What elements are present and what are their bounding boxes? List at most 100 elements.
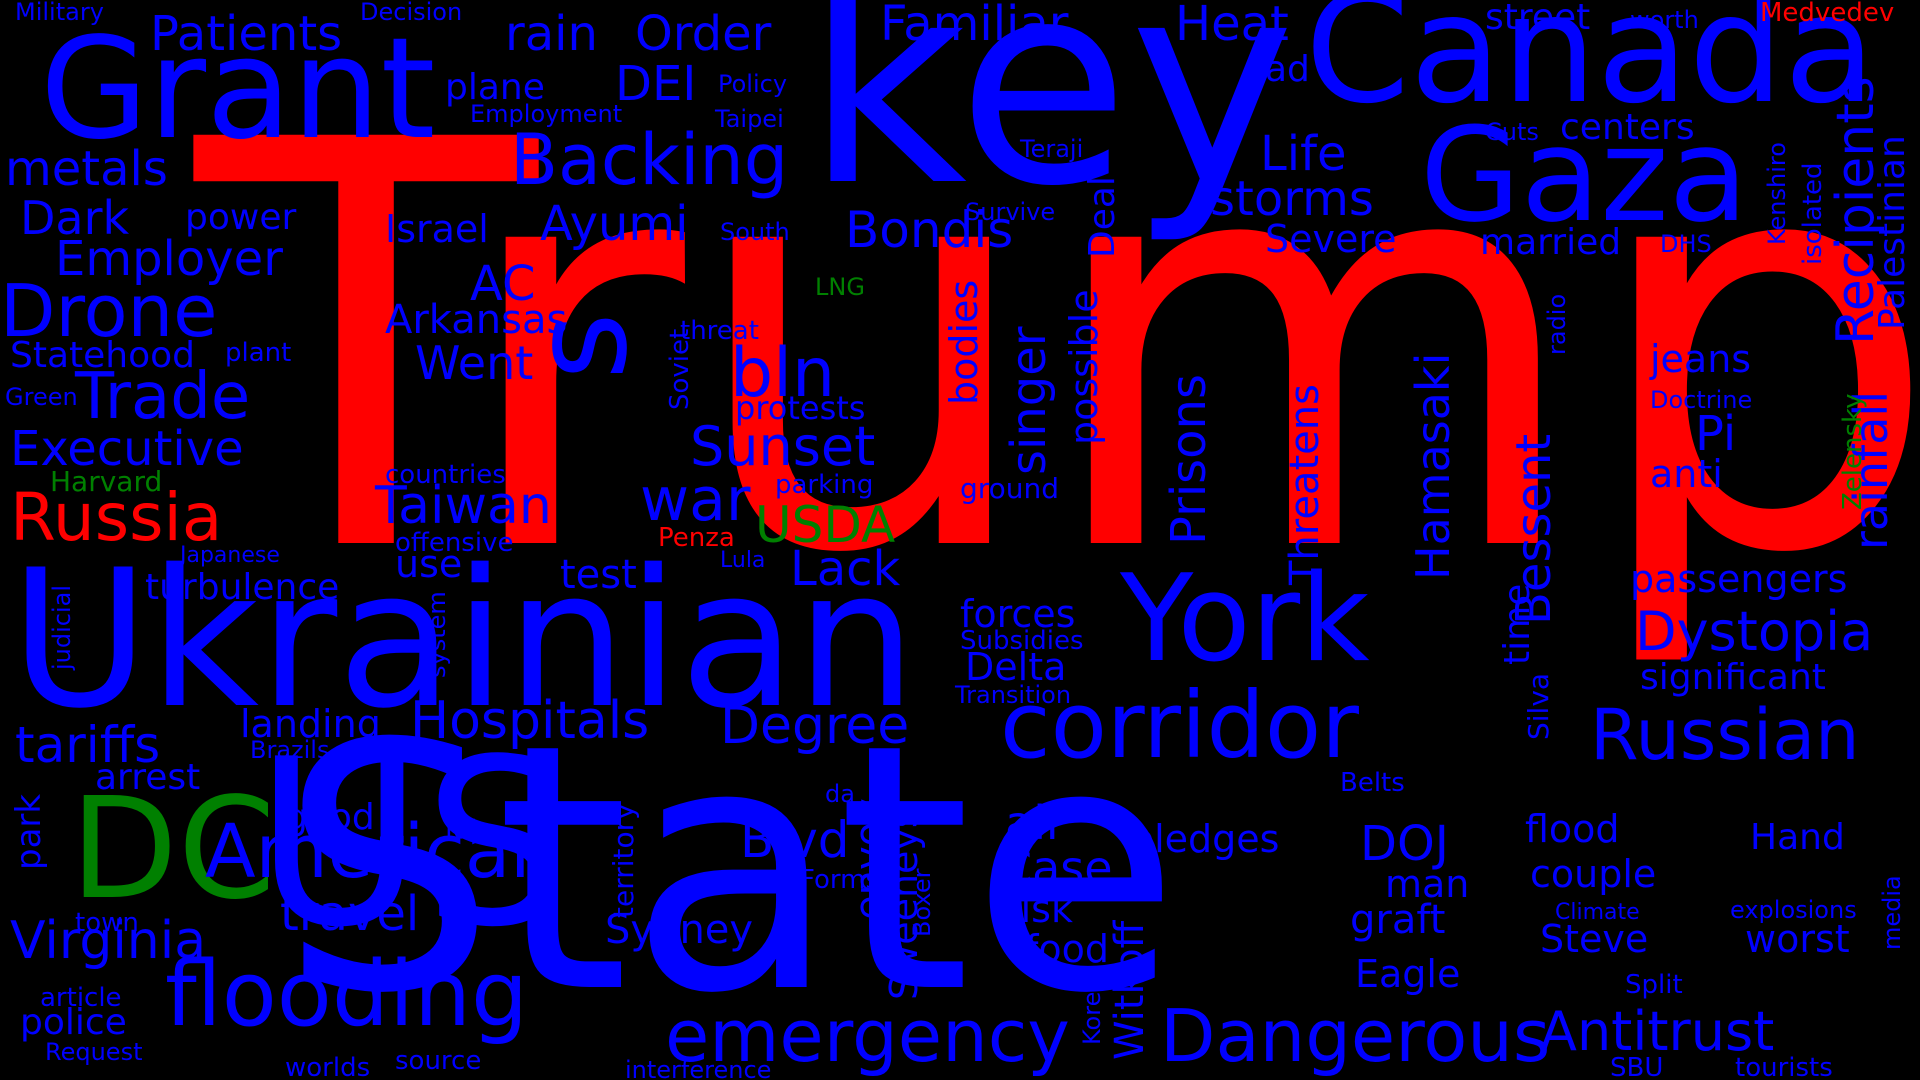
word-severe: Severe bbox=[1265, 217, 1397, 261]
word-arrest: arrest bbox=[95, 757, 201, 798]
word-kenshiro: Kenshiro bbox=[1763, 142, 1791, 245]
word-park: park bbox=[9, 793, 49, 870]
word-drone: Drone bbox=[0, 269, 218, 353]
word-ground: ground bbox=[960, 472, 1060, 505]
word-boxer: Boxer bbox=[908, 868, 936, 937]
word-medvedev: Medvedev bbox=[1760, 0, 1895, 28]
word-test: test bbox=[560, 552, 637, 598]
word-air: air bbox=[1005, 796, 1065, 850]
word-steve: Steve bbox=[1540, 917, 1649, 961]
word-interference: interference bbox=[625, 1056, 772, 1080]
word-dangerous: Dangerous bbox=[1160, 994, 1551, 1078]
word-da: da bbox=[825, 780, 855, 808]
word-penza: Penza bbox=[658, 523, 735, 553]
word-plane: plane bbox=[445, 67, 545, 108]
word-prisons: Prisons bbox=[1161, 374, 1217, 545]
word-landing: landing bbox=[240, 702, 381, 746]
word-countries: countries bbox=[385, 460, 506, 490]
word-radio: radio bbox=[1543, 293, 1571, 355]
word-dc: DC bbox=[70, 768, 276, 931]
word-palestinian: Palestinian bbox=[1872, 135, 1913, 330]
word-split: Split bbox=[1625, 970, 1683, 1000]
word-anti: anti bbox=[1650, 452, 1723, 496]
word-married: married bbox=[1480, 222, 1622, 263]
word-order: Order bbox=[635, 6, 772, 62]
word-flooding: flooding bbox=[165, 942, 529, 1047]
word-ukrainian: Ukrainian bbox=[10, 529, 917, 750]
word-parking: parking bbox=[775, 470, 874, 500]
word-lng: LNG bbox=[815, 273, 865, 301]
word-york: York bbox=[1120, 550, 1370, 689]
word-man: man bbox=[1385, 862, 1470, 906]
word-life: Life bbox=[1260, 126, 1347, 182]
word-brazils: Brazils bbox=[250, 736, 330, 764]
word-storms: storms bbox=[1210, 171, 1374, 227]
word-israel: Israel bbox=[385, 207, 489, 251]
word-deal: Deal bbox=[1082, 176, 1123, 258]
word-cuts: Cuts bbox=[1485, 118, 1539, 146]
word-bodies: bodies bbox=[942, 279, 986, 405]
word-climate: Climate bbox=[1555, 900, 1640, 925]
word-judicial: judicial bbox=[48, 584, 76, 670]
word-street: street bbox=[1485, 0, 1591, 38]
word-trump: Trump bbox=[195, 24, 1920, 676]
word-dystopia: Dystopia bbox=[1635, 600, 1874, 663]
word-dei: DEI bbox=[615, 56, 697, 112]
word-town: town bbox=[75, 908, 139, 938]
word-teraji: Teraji bbox=[1020, 135, 1084, 163]
word-flood: flood bbox=[1525, 807, 1620, 851]
word-tourists: tourists bbox=[1735, 1053, 1833, 1080]
word-dark: Dark bbox=[20, 191, 130, 245]
word-source: source bbox=[395, 1046, 482, 1076]
word-ac: AC bbox=[470, 256, 536, 312]
word-military: Military bbox=[15, 0, 104, 26]
word-turbulence: turbulence bbox=[145, 567, 340, 608]
word-decision: Decision bbox=[360, 0, 463, 26]
word-heat: Heat bbox=[1175, 0, 1289, 52]
word-time: time bbox=[1497, 583, 1538, 665]
word-plant: plant bbox=[225, 338, 292, 368]
word-familiar: Familiar bbox=[880, 0, 1069, 52]
word-ad: ad bbox=[1265, 49, 1310, 90]
word-lot: lot bbox=[445, 812, 481, 845]
word-travel: travel bbox=[280, 886, 420, 942]
word-antitrust: Antitrust bbox=[1540, 1000, 1775, 1063]
word-rain: rain bbox=[505, 6, 598, 62]
word-lack: Lack bbox=[790, 541, 901, 597]
word-media: media bbox=[1878, 875, 1906, 950]
word-degree: Degree bbox=[720, 696, 910, 756]
word-grant: Grant bbox=[40, 8, 436, 171]
word-transition: Transition bbox=[955, 681, 1072, 709]
word-trade: Trade bbox=[75, 360, 251, 434]
word-passengers: passengers bbox=[1630, 557, 1848, 601]
word-dhs: DHS bbox=[1660, 230, 1712, 258]
word-korea: Korea bbox=[1078, 976, 1106, 1045]
word-centers: centers bbox=[1560, 107, 1695, 148]
word-survive: Survive bbox=[965, 198, 1056, 226]
word-threatens: Threatens bbox=[1282, 384, 1328, 585]
word-usda: USDA bbox=[755, 496, 896, 554]
word-backing: Backing bbox=[510, 119, 789, 201]
word-gaza: Gaza bbox=[1420, 99, 1749, 251]
word-singer: singer bbox=[1001, 326, 1057, 476]
word-zelensky: Zelensky bbox=[1838, 393, 1868, 510]
word-isolated: isolated bbox=[1798, 162, 1828, 265]
word-soviet: Soviet bbox=[665, 328, 695, 410]
word-taiwan: Taiwan bbox=[375, 476, 552, 536]
word-doj: DOJ bbox=[1360, 816, 1449, 872]
word-request: Request bbox=[45, 1038, 143, 1066]
word-doctrine: Doctrine bbox=[1650, 386, 1753, 414]
word-green: Green bbox=[5, 383, 78, 411]
word-arkansas: Arkansas bbox=[385, 297, 568, 343]
word-forces: forces bbox=[960, 592, 1076, 636]
word-worlds: worlds bbox=[285, 1053, 371, 1080]
word-couple: couple bbox=[1530, 852, 1657, 896]
word-statehood: Statehood bbox=[10, 335, 196, 376]
word-worth: worth bbox=[1630, 6, 1699, 34]
word-eagle: Eagle bbox=[1355, 952, 1461, 996]
word-risk: risk bbox=[1005, 887, 1073, 931]
word-war: war bbox=[640, 465, 751, 535]
word-sydney: Sydney bbox=[605, 907, 754, 953]
word-russia: Russia bbox=[10, 479, 223, 556]
